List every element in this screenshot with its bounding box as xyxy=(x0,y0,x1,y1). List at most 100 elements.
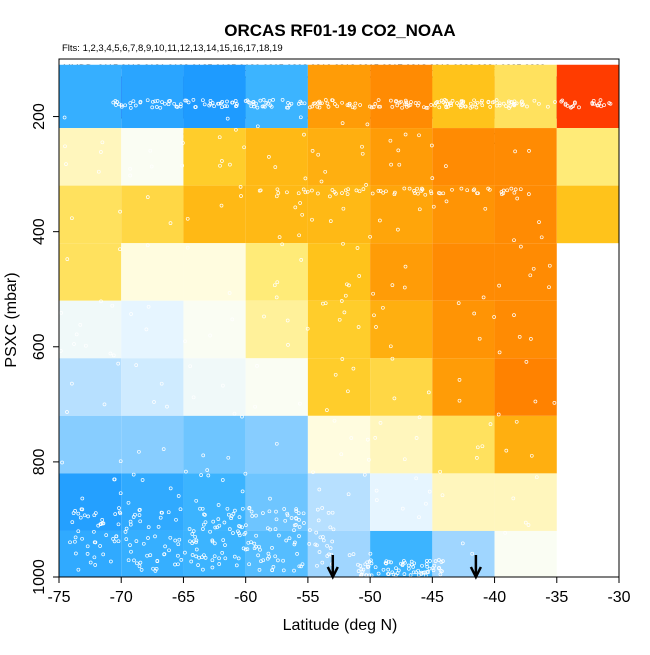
observation-point xyxy=(159,381,164,386)
observation-point xyxy=(374,488,379,493)
observation-point xyxy=(496,412,501,417)
observation-point xyxy=(131,472,136,477)
observation-point xyxy=(333,102,337,106)
observation-point xyxy=(406,103,411,108)
observation-point xyxy=(455,101,459,105)
observation-point xyxy=(532,98,537,103)
observation-point xyxy=(201,522,206,527)
heatmap-cell xyxy=(183,530,246,577)
observation-point xyxy=(225,104,229,109)
observation-point xyxy=(104,533,109,537)
observation-point xyxy=(154,105,159,109)
observation-point xyxy=(403,264,408,269)
observation-point xyxy=(431,204,436,209)
heatmap-cell xyxy=(432,243,495,301)
observation-point xyxy=(236,556,241,561)
observation-point xyxy=(472,98,476,103)
observation-point xyxy=(92,555,97,560)
heatmap-cell xyxy=(59,243,122,301)
observation-point xyxy=(552,401,557,405)
observation-point xyxy=(287,536,292,541)
observation-point xyxy=(237,533,242,538)
observation-point xyxy=(239,194,243,198)
observation-point xyxy=(310,149,315,153)
observation-point xyxy=(529,337,533,341)
observation-point xyxy=(298,401,302,406)
observation-point xyxy=(116,539,121,544)
observation-point xyxy=(450,187,454,192)
observation-point xyxy=(497,101,502,106)
observation-point xyxy=(303,176,308,181)
observation-point xyxy=(419,189,424,193)
observation-point xyxy=(457,398,462,403)
observation-point xyxy=(357,189,362,194)
observation-point xyxy=(128,519,133,524)
observation-point xyxy=(172,101,177,106)
observation-point xyxy=(145,553,149,558)
observation-point xyxy=(235,102,239,106)
observation-point xyxy=(138,507,142,512)
heatmap-cell xyxy=(121,415,184,474)
observation-point xyxy=(85,544,90,549)
observation-point xyxy=(229,516,233,521)
observation-point xyxy=(295,552,299,556)
observation-point xyxy=(240,525,244,530)
observation-point xyxy=(221,538,226,542)
observation-point xyxy=(393,190,397,195)
observation-point xyxy=(512,313,516,317)
x-tick-label: -60 xyxy=(234,589,257,606)
observation-point xyxy=(173,562,177,567)
observation-point xyxy=(492,315,496,319)
observation-point xyxy=(274,295,279,300)
observation-point xyxy=(254,533,258,538)
observation-point xyxy=(222,520,227,525)
observation-point xyxy=(318,535,323,540)
heatmap-cell xyxy=(432,473,495,531)
observation-point xyxy=(415,186,419,191)
observation-point xyxy=(439,98,444,103)
observation-point xyxy=(201,567,205,572)
observation-point xyxy=(394,98,398,103)
observation-point xyxy=(477,336,482,341)
observation-point xyxy=(607,101,612,105)
observation-point xyxy=(429,103,433,107)
observation-point xyxy=(138,560,143,565)
observation-point xyxy=(302,132,306,137)
observation-point xyxy=(232,554,237,559)
observation-point xyxy=(292,542,297,547)
observation-point xyxy=(463,104,468,109)
observation-point xyxy=(163,544,167,549)
observation-point xyxy=(302,101,307,106)
observation-point xyxy=(210,101,215,105)
observation-point xyxy=(486,100,491,105)
observation-point xyxy=(139,568,144,572)
heatmap-cell xyxy=(307,300,371,359)
heatmap-cell xyxy=(59,473,122,531)
observation-point xyxy=(373,102,378,106)
heatmap-cell xyxy=(494,185,557,244)
observation-point xyxy=(60,460,64,465)
observation-point xyxy=(390,356,395,361)
heatmap-cell xyxy=(307,243,371,301)
observation-point xyxy=(315,507,320,512)
observation-point xyxy=(123,103,128,108)
observation-point xyxy=(76,529,81,534)
observation-point xyxy=(273,165,278,169)
observation-point xyxy=(313,542,318,547)
observation-point xyxy=(158,105,163,110)
observation-point xyxy=(346,492,351,497)
observation-point xyxy=(296,191,301,196)
observation-point xyxy=(374,498,379,502)
observation-point xyxy=(199,473,203,477)
y-axis-label: PSXC (mbar) xyxy=(3,272,20,367)
observation-point xyxy=(285,511,290,516)
heatmap-cell xyxy=(245,185,308,244)
heatmap-cell xyxy=(59,300,122,359)
observation-point xyxy=(266,101,270,106)
observation-point xyxy=(233,99,238,103)
observation-point xyxy=(117,510,122,515)
observation-point xyxy=(305,326,310,331)
observation-point xyxy=(403,132,408,137)
observation-point xyxy=(397,162,402,167)
observation-point xyxy=(354,188,359,193)
